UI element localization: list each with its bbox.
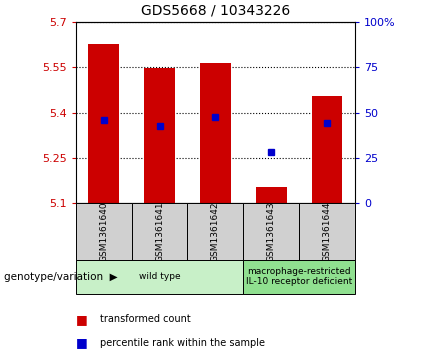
Bar [200,62,231,203]
Text: GSM1361643: GSM1361643 [267,201,276,262]
Text: ■: ■ [76,337,87,350]
Text: GSM1361641: GSM1361641 [155,201,164,262]
Bar [76,260,243,294]
Bar [144,68,175,203]
Text: wild type: wild type [139,272,181,281]
Bar [76,203,132,260]
Bar [243,260,355,294]
Text: genotype/variation  ▶: genotype/variation ▶ [4,272,118,282]
Text: GSM1361642: GSM1361642 [211,201,220,262]
Bar [187,203,243,260]
Title: GDS5668 / 10343226: GDS5668 / 10343226 [141,4,290,18]
Text: percentile rank within the sample: percentile rank within the sample [100,338,265,348]
Bar [88,45,119,203]
Text: GSM1361644: GSM1361644 [323,201,332,262]
Text: GSM1361640: GSM1361640 [99,201,108,262]
Bar [132,203,187,260]
Text: ■: ■ [76,313,87,326]
Bar [256,187,287,203]
Bar [243,203,299,260]
Text: transformed count: transformed count [100,314,191,325]
Text: macrophage-restricted
IL-10 receptor deficient: macrophage-restricted IL-10 receptor def… [246,267,352,286]
Bar [312,96,343,203]
Bar [299,203,355,260]
